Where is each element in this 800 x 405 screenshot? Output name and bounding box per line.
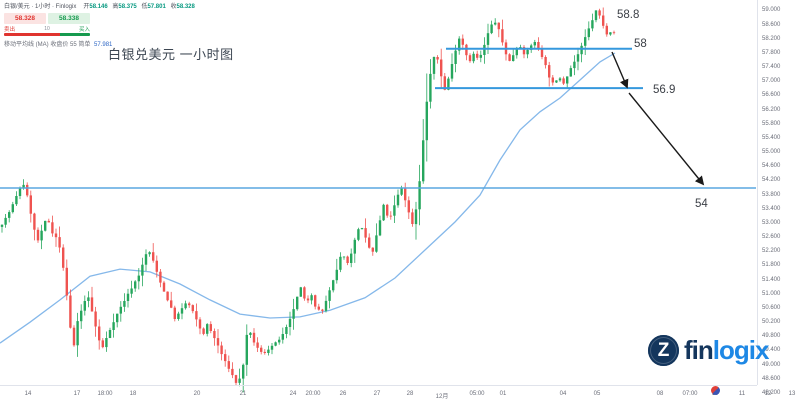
ohlc-readout: 开58.146 高58.375 低57.801 收58.328 (80, 1, 195, 10)
finlogix-wordmark: finlogix (684, 335, 770, 366)
time-axis-label: 14 (24, 391, 32, 397)
time-axis-label: 27 (373, 391, 381, 397)
time-axis-label: 18 (129, 391, 137, 397)
buy-label: 买入 (78, 26, 90, 33)
spread-value: 10 (44, 25, 50, 32)
time-axis-label: 01 (499, 391, 507, 397)
price-axis-label: 49.800 (762, 333, 781, 340)
price-axis-label: 57.400 (762, 64, 781, 71)
ma-line[interactable] (0, 52, 616, 344)
time-axis-label: 21 (239, 391, 247, 397)
price-axis-label: 55.800 (762, 120, 781, 127)
projection-arrow-1[interactable] (611, 51, 629, 89)
time-axis-label: 07:00 (682, 391, 698, 397)
economic-event-icon[interactable] (711, 386, 720, 395)
wordmark-logix: logix (712, 335, 770, 365)
price-axis-label: 58.200 (762, 35, 781, 42)
price-axis-label: 57.800 (762, 49, 781, 56)
ma-indicator-legend: 移动平均线 (MA) 收盘价 55 简单 57.981 (4, 39, 112, 48)
price-axis-label: 55.400 (762, 134, 781, 141)
symbol-legend: 白银/美元 · 1小时 · Finlogix 开58.146 高58.375 低… (4, 1, 195, 10)
level-annotation-58: 58 (634, 38, 647, 50)
ma-legend-value: 57.981 (94, 42, 113, 48)
time-axis-label: 12月 (435, 394, 449, 400)
symbol-info: 白银/美元 · 1小时 · Finlogix (4, 4, 77, 10)
time-axis-label: 28 (406, 391, 414, 397)
open-label: 开 (83, 4, 90, 10)
time-axis-label: 26 (339, 391, 347, 397)
finlogix-logo: Z finlogix (648, 335, 770, 366)
price-axis-label: 50.600 (762, 304, 781, 311)
time-axis-label: 11 (738, 391, 746, 397)
time-axis-label: 05 (593, 391, 601, 397)
chart-title: 白银兑美元 一小时图 (108, 47, 234, 62)
wordmark-fin: fin (684, 335, 714, 365)
time-axis-label: 20:00 (305, 391, 321, 397)
price-axis-label: 51.400 (762, 276, 781, 283)
price-axis-label: 48.200 (762, 389, 781, 396)
projection-arrow-2[interactable] (628, 92, 705, 186)
candles (0, 7, 616, 393)
buy-portion (59, 33, 90, 36)
price-axis-label: 59.000 (762, 7, 781, 14)
price-axis-label: 56.200 (762, 106, 781, 113)
time-axis-label: 18:00 (97, 391, 113, 397)
price-axis-label: 50.200 (762, 319, 781, 326)
price-axis-label: 56.600 (762, 92, 781, 99)
close-label: 收 (170, 4, 177, 10)
buy-button[interactable]: 58.338 (48, 13, 90, 24)
time-axis-label: 13 (788, 391, 796, 397)
level-annotation-56.9: 56.9 (653, 84, 676, 96)
time-axis-label: 05:00 (469, 391, 485, 397)
price-axis-label: 58.600 (762, 21, 781, 28)
price-axis-label: 49.400 (762, 347, 781, 354)
price-axis-label: 53.800 (762, 191, 781, 198)
price-axis-label: 51.800 (762, 262, 781, 269)
price-axis[interactable]: 59.000 58.600 58.200 57.800 57.400 57.000 56.6… (757, 0, 800, 396)
low-value: 57.801 (147, 4, 166, 10)
price-axis-label: 49.000 (762, 361, 781, 368)
time-axis-label: 08 (656, 391, 664, 397)
price-axis-label: 52.600 (762, 234, 781, 241)
quote-widget: 58.328 58.338 卖出 10 买入 (4, 13, 90, 36)
high-label: 高 (112, 4, 119, 10)
price-axis-label: 53.400 (762, 205, 781, 212)
finlogix-icon: Z (648, 335, 679, 366)
level-annotation-54: 54 (695, 198, 708, 210)
price-axis-label: 53.000 (762, 219, 781, 226)
price-axis-label: 51.000 (762, 290, 781, 297)
level-annotation-58.8: 58.8 (617, 9, 640, 21)
price-axis-label: 52.200 (762, 248, 781, 255)
sentiment-bar (4, 33, 90, 36)
price-axis-label: 55.000 (762, 149, 781, 156)
price-axis-label: 54.600 (762, 163, 781, 170)
price-axis-label: 54.200 (762, 177, 781, 184)
time-axis-label: 04 (559, 391, 567, 397)
time-axis-label: 17 (73, 391, 81, 397)
open-value: 58.146 (89, 4, 108, 10)
sell-label: 卖出 (4, 26, 16, 33)
high-value: 58.375 (118, 4, 137, 10)
price-axis-label: 48.600 (762, 375, 781, 382)
close-value: 58.328 (176, 4, 195, 10)
time-axis-label: 24 (289, 391, 297, 397)
low-label: 低 (141, 4, 148, 10)
time-axis[interactable]: 14 17 18:00 18 20 21 24 20:00 26 27 28 12月 05:00 01 04… (0, 385, 795, 405)
sell-button[interactable]: 58.328 (4, 13, 46, 24)
time-axis-label: 12 (764, 391, 772, 397)
sell-portion (4, 33, 60, 36)
time-axis-label: 20 (193, 391, 201, 397)
ma-legend-text: 移动平均线 (MA) 收盘价 55 简单 (4, 42, 91, 48)
price-axis-label: 57.000 (762, 78, 781, 85)
